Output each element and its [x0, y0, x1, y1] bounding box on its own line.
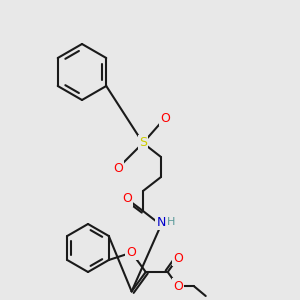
Text: N: N [156, 215, 166, 229]
Text: O: O [160, 112, 170, 124]
Text: S: S [139, 136, 147, 149]
Text: O: O [122, 193, 132, 206]
Text: H: H [167, 217, 175, 227]
Text: O: O [173, 251, 183, 265]
Text: O: O [173, 280, 183, 292]
Text: O: O [113, 161, 123, 175]
Text: O: O [127, 246, 136, 259]
